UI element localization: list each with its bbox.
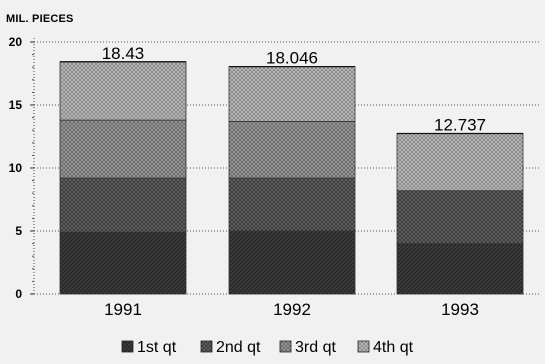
legend-swatch-4th-qt bbox=[357, 340, 370, 353]
legend: 1st qt 2nd qt 3rd qt 4th qt bbox=[121, 339, 414, 356]
x-tick-label-1991: 1991 bbox=[104, 300, 142, 319]
legend-swatch-3rd-qt bbox=[279, 340, 292, 353]
bar-segment-1992-4th-qt bbox=[228, 66, 356, 122]
x-tick-label-1993: 1993 bbox=[441, 300, 479, 319]
x-tick-label-1992: 1992 bbox=[273, 300, 311, 319]
bar-segment-1991-3rd-qt bbox=[59, 119, 187, 179]
bar-segment-1992-3rd-qt bbox=[228, 120, 356, 179]
legend-swatch-2nd-qt bbox=[200, 340, 213, 353]
bars bbox=[59, 61, 524, 295]
legend-swatch-1st-qt bbox=[121, 340, 134, 353]
bar-total-label-1993: 12.737 bbox=[434, 116, 486, 135]
y-axis-ticks: 0 5 10 15 20 bbox=[9, 35, 23, 301]
legend-label-4th-qt: 4th qt bbox=[373, 339, 414, 356]
legend-label-2nd-qt: 2nd qt bbox=[216, 339, 261, 356]
x-axis-labels: 1991 1992 1993 bbox=[104, 300, 479, 319]
y-tick-label: 5 bbox=[15, 224, 22, 238]
bar-total-label-1992: 18.046 bbox=[266, 49, 318, 68]
bar-segment-1992-2nd-qt bbox=[228, 177, 356, 232]
y-tick-label: 0 bbox=[15, 287, 22, 301]
y-tick-label: 15 bbox=[9, 98, 23, 112]
bar-segment-1993-1st-qt bbox=[396, 243, 524, 295]
bar-segment-1993-4th-qt bbox=[396, 133, 524, 192]
bar-segment-1991-1st-qt bbox=[59, 231, 187, 295]
bar-segment-1991-4th-qt bbox=[59, 61, 187, 121]
y-unit-label: MIL. PIECES bbox=[6, 13, 74, 25]
bar-segment-1993-2nd-qt bbox=[396, 190, 524, 244]
data-labels: 18.43 18.046 12.737 bbox=[102, 44, 486, 135]
legend-label-1st-qt: 1st qt bbox=[137, 339, 177, 356]
bar-total-label-1991: 18.43 bbox=[102, 44, 145, 63]
legend-label-3rd-qt: 3rd qt bbox=[295, 339, 336, 356]
bar-segment-1991-2nd-qt bbox=[59, 177, 187, 233]
bar-segment-1992-1st-qt bbox=[228, 230, 356, 295]
y-tick-label: 20 bbox=[9, 35, 23, 49]
y-tick-label: 10 bbox=[9, 161, 23, 175]
